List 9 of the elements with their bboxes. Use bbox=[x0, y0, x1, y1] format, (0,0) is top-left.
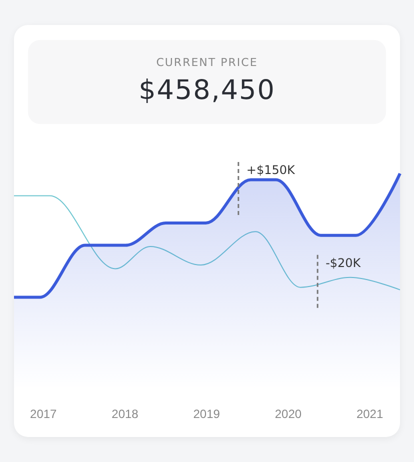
annotation: -$20K bbox=[326, 256, 362, 270]
x-tick-label: 2021 bbox=[356, 407, 384, 421]
x-tick-label: 2017 bbox=[30, 407, 58, 421]
chart-title: CURRENT PRICE bbox=[155, 56, 259, 69]
x-tick-label: 2020 bbox=[274, 407, 302, 421]
annotation: +$150K bbox=[246, 163, 296, 178]
x-tick-label: 2019 bbox=[193, 407, 220, 421]
chart-subtitle: $458,450 bbox=[138, 75, 276, 106]
x-tick-label: 2018 bbox=[112, 407, 139, 421]
